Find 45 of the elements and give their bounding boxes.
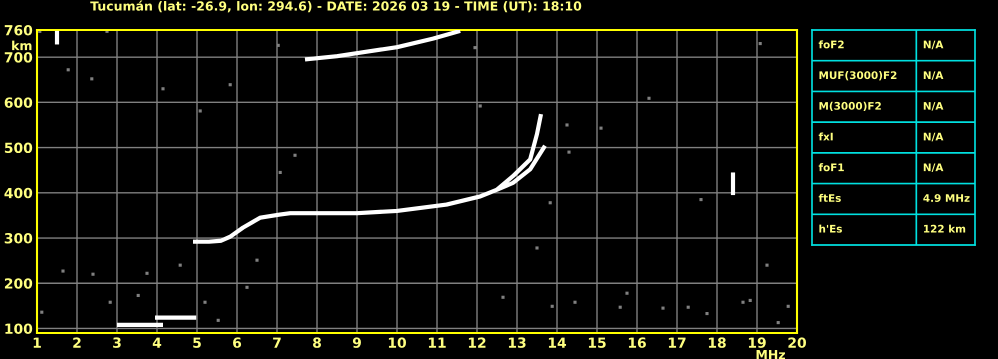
y-tick-label: 200 xyxy=(4,278,32,289)
x-tick-label: 6 xyxy=(233,337,242,348)
x-tick-label: 10 xyxy=(388,337,406,348)
x-tick-label: 1 xyxy=(34,338,41,348)
y-tick-label: 300 xyxy=(4,233,32,244)
y-tick-label: 760 xyxy=(4,24,32,36)
x-tick-label: 18 xyxy=(708,337,726,348)
x-tick-label: 3 xyxy=(113,337,121,348)
text: ftEs xyxy=(818,194,841,202)
x-tick-label: 14 xyxy=(548,338,566,348)
x-axis-title: MHz xyxy=(756,350,785,359)
x-tick-label: 9 xyxy=(352,337,361,348)
x-tick-label: 11 xyxy=(428,338,446,348)
x-tick-label: 8 xyxy=(313,337,321,348)
x-tick-label: 4 xyxy=(152,338,162,348)
text: N/A xyxy=(924,71,944,80)
x-tick-label: 17 xyxy=(668,338,686,348)
x-tick-label: 5 xyxy=(193,338,201,348)
text: N/A xyxy=(924,102,944,111)
x-tick-label: 15 xyxy=(588,338,606,348)
text: N/A xyxy=(924,132,944,142)
text: N/A xyxy=(924,163,944,172)
text: 122 km xyxy=(924,224,966,233)
x-tick-label: 19 xyxy=(748,337,766,348)
text: fxI xyxy=(818,132,833,140)
y-tick-label: 700 xyxy=(4,52,32,63)
text: MUF(3000)F2 xyxy=(819,71,896,80)
y-tick-label: 400 xyxy=(4,188,32,198)
text: N/A xyxy=(924,40,944,50)
x-tick-label: 7 xyxy=(273,338,281,348)
chart-title: Tucumán (lat: -26.9, lon: 294.6) - DATE: 2026 03 19 - TIME (UT): 18:10 xyxy=(90,0,582,12)
text: h'Es xyxy=(819,224,842,233)
text: foF2 xyxy=(818,40,844,48)
x-tick-label: 16 xyxy=(628,337,646,348)
text: M(3000)F2 xyxy=(819,102,881,112)
y-tick-label: 500 xyxy=(4,142,32,154)
x-tick-label: 2 xyxy=(73,337,81,348)
y-axis-title: km xyxy=(12,40,32,50)
x-tick-label: 20 xyxy=(788,337,806,348)
x-tick-label: 13 xyxy=(508,337,526,348)
x-tick-label: 12 xyxy=(468,337,486,348)
y-tick-label: 600 xyxy=(4,97,32,108)
text: foF1 xyxy=(818,163,844,172)
text: 4.9 MHz xyxy=(923,194,970,202)
y-tick-label: 100 xyxy=(5,323,32,334)
